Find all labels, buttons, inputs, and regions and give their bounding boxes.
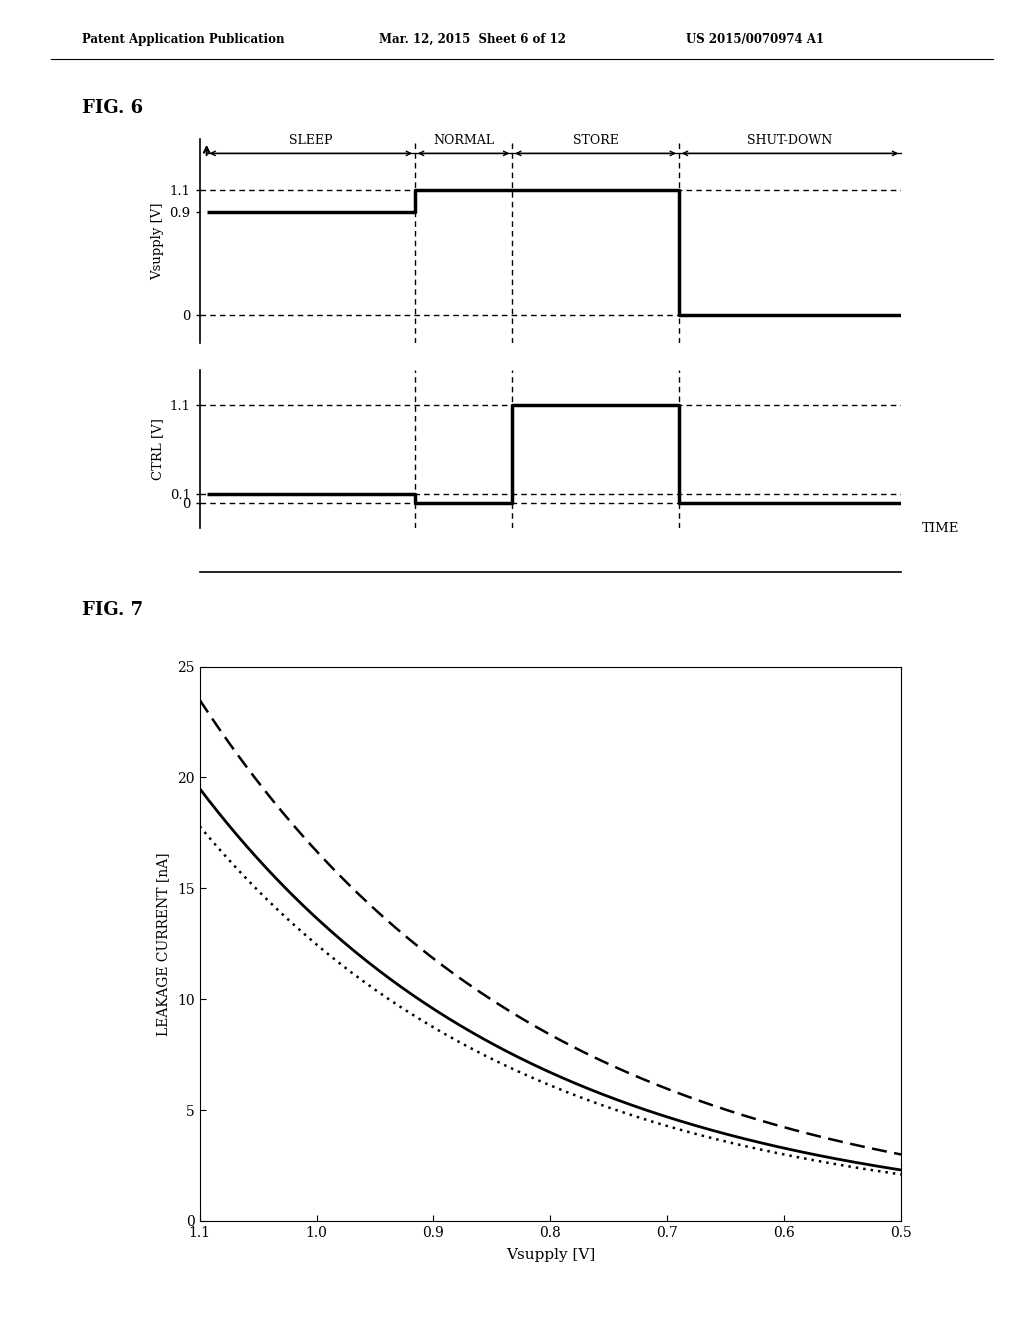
Text: FIG. 7: FIG. 7 <box>82 601 143 619</box>
Text: TIME: TIME <box>922 521 959 535</box>
Text: FIG. 6: FIG. 6 <box>82 99 143 117</box>
Text: NORMAL: NORMAL <box>433 133 495 147</box>
Text: SLEEP: SLEEP <box>289 133 333 147</box>
Y-axis label: CTRL [V]: CTRL [V] <box>152 418 164 479</box>
Text: US 2015/0070974 A1: US 2015/0070974 A1 <box>686 33 824 46</box>
Y-axis label: Vsupply [V]: Vsupply [V] <box>151 202 164 280</box>
Text: SHUT-DOWN: SHUT-DOWN <box>748 133 833 147</box>
Text: STORE: STORE <box>572 133 618 147</box>
X-axis label: Vsupply [V]: Vsupply [V] <box>506 1249 595 1262</box>
Text: Mar. 12, 2015  Sheet 6 of 12: Mar. 12, 2015 Sheet 6 of 12 <box>379 33 566 46</box>
Y-axis label: LEAKAGE CURRENT [nA]: LEAKAGE CURRENT [nA] <box>157 851 170 1036</box>
Text: Patent Application Publication: Patent Application Publication <box>82 33 285 46</box>
